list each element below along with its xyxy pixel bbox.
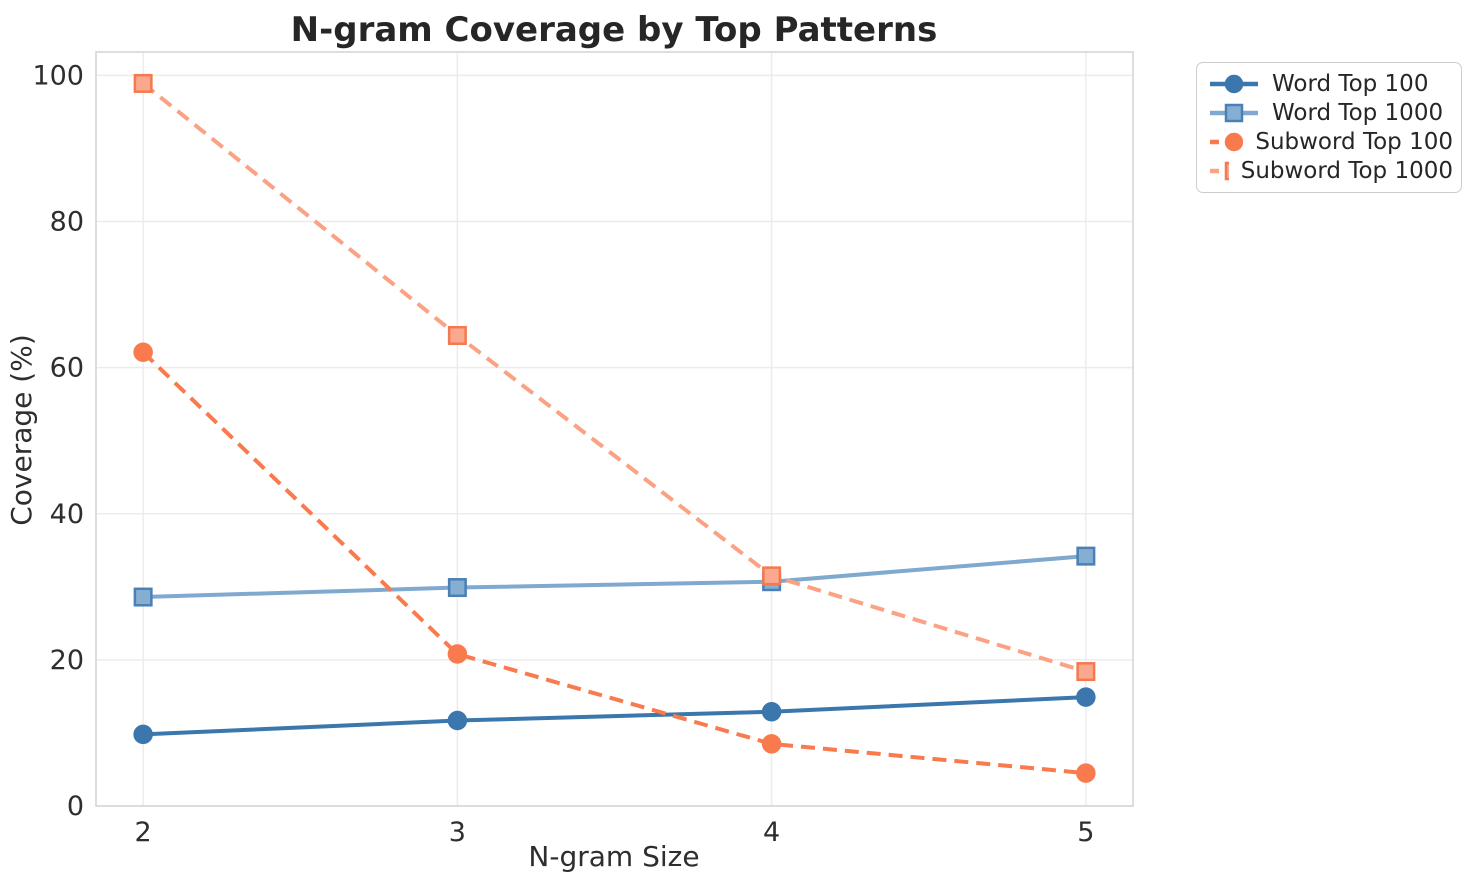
marker-subword-top-100-x5 (1076, 763, 1096, 783)
legend-label-word-top-100: Word Top 100 (1272, 71, 1429, 97)
legend-item-word-top-1000: Word Top 1000 (1208, 100, 1453, 126)
legend-marker-word-top-1000 (1224, 103, 1244, 123)
y-axis-label: Coverage (%) (5, 334, 38, 526)
series-line-subword-top-100 (141, 350, 1087, 776)
legend-label-word-top-1000: Word Top 1000 (1272, 100, 1444, 126)
x-tick-label-5: 5 (1077, 817, 1094, 848)
marker-subword-top-1000-x2 (133, 73, 153, 93)
legend-sample-word-top-100 (1210, 74, 1258, 94)
tick-layer: 0 20 40 60 80 100 2 3 4 5 (32, 60, 1094, 848)
series-layer (133, 73, 1096, 783)
legend-item-subword-top-100: Subword Top 100 (1208, 129, 1453, 155)
marker-subword-top-100-x4 (761, 734, 782, 754)
marker-word-top-1000-x2 (133, 587, 153, 607)
legend-item-subword-top-1000: Subword Top 1000 (1208, 158, 1453, 184)
chart-title: N-gram Coverage by Top Patterns (291, 10, 938, 50)
legend-sample-subword-top-100 (1210, 132, 1244, 152)
legend: Word Top 100 Word Top 1000 Subword Top 100… (1196, 62, 1462, 193)
y-tick-label-20: 20 (50, 645, 84, 676)
marker-subword-top-100-x2 (133, 342, 153, 363)
x-tick-label-2: 2 (135, 817, 152, 848)
marker-subword-top-1000-x4 (762, 566, 782, 586)
y-tick-label-60: 60 (50, 353, 84, 384)
legend-marker-subword-top-100 (1224, 132, 1244, 152)
marker-word-top-1000-x3 (447, 578, 467, 598)
y-tick-label-0: 0 (67, 791, 84, 822)
series-line-word-top-1000 (143, 554, 1087, 600)
legend-label-subword-top-1000: Subword Top 1000 (1240, 158, 1453, 184)
legend-sample-word-top-1000 (1210, 103, 1258, 123)
marker-subword-top-100-x3 (447, 644, 468, 664)
legend-sample-subword-top-1000 (1210, 161, 1229, 181)
legend-marker-word-top-100 (1224, 74, 1244, 94)
legend-marker-subword-top-1000 (1224, 161, 1229, 181)
plot-border (95, 51, 1134, 807)
y-tick-label-40: 40 (50, 499, 84, 530)
marker-word-top-100-x4 (761, 702, 782, 722)
legend-label-subword-top-100: Subword Top 100 (1255, 129, 1453, 155)
x-axis-label: N-gram Size (528, 840, 699, 873)
x-tick-label-4: 4 (763, 817, 780, 848)
marker-word-top-100-x5 (1076, 687, 1096, 707)
y-tick-label-80: 80 (50, 207, 84, 238)
series-line-subword-top-1000 (141, 81, 1087, 674)
grid-layer (96, 52, 1133, 807)
x-tick-label-3: 3 (449, 817, 466, 848)
marker-subword-top-1000-x3 (447, 325, 467, 345)
marker-subword-top-1000-x5 (1076, 662, 1096, 682)
marker-word-top-1000-x5 (1076, 546, 1096, 566)
y-tick-label-100: 100 (32, 60, 84, 91)
marker-word-top-100-x2 (133, 724, 153, 745)
marker-word-top-100-x3 (447, 710, 468, 731)
series-line-word-top-100 (143, 695, 1086, 737)
legend-item-word-top-100: Word Top 100 (1208, 71, 1453, 97)
